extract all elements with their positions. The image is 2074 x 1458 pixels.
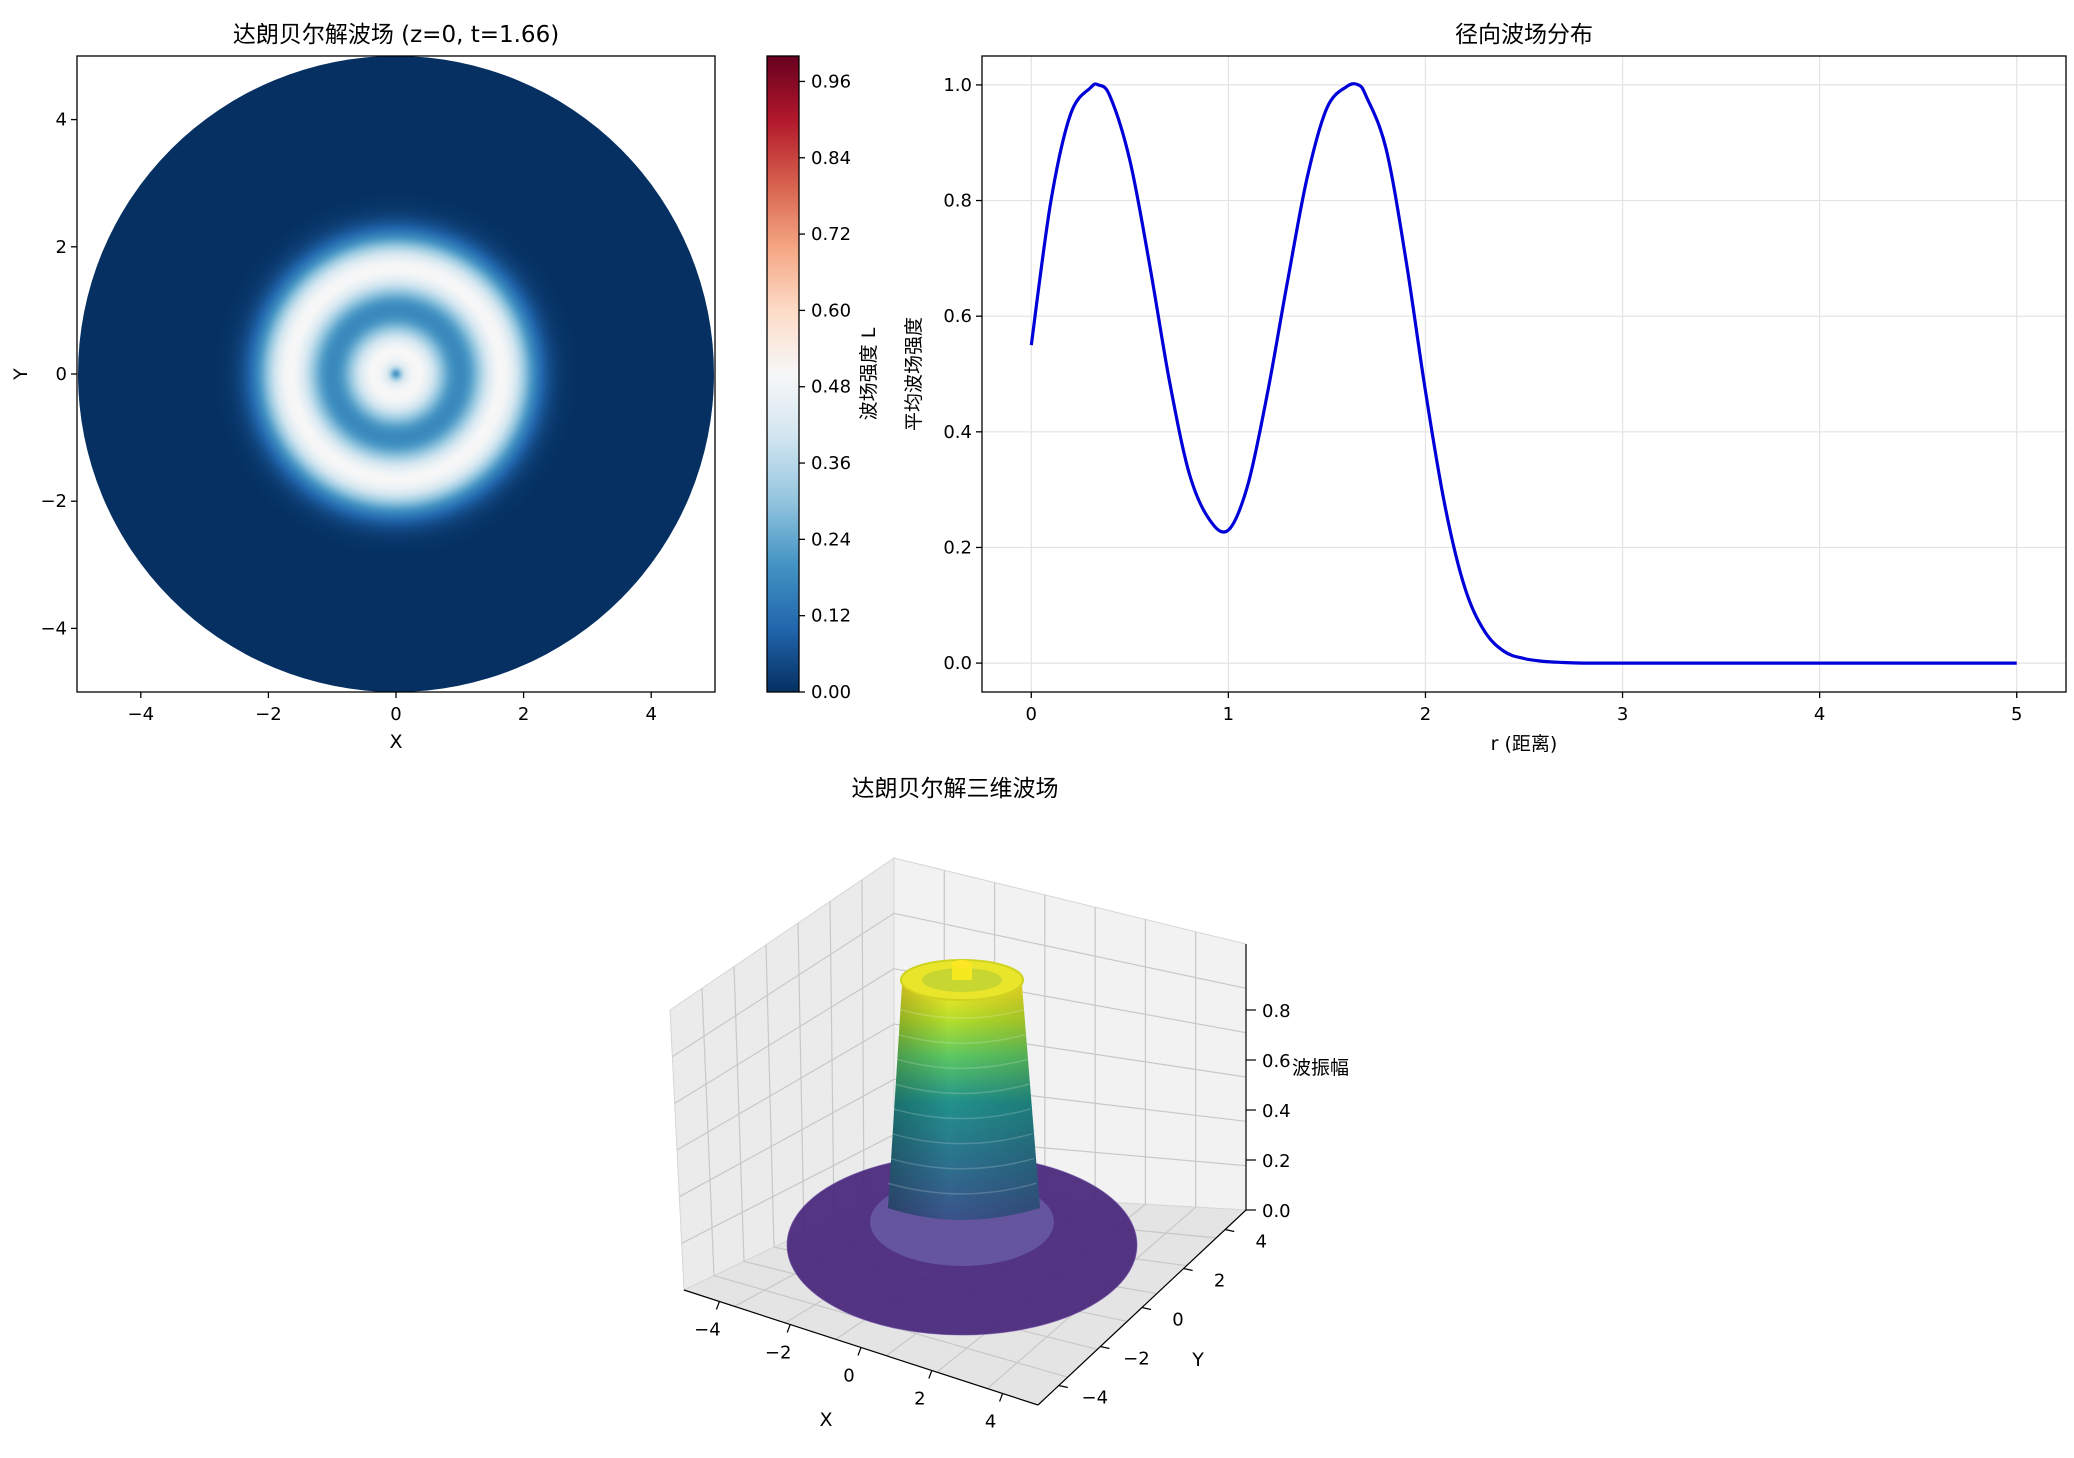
line-x-tick-label: 1 bbox=[1223, 704, 1234, 725]
heatmap-x-label: X bbox=[389, 731, 402, 753]
line-y-tick-label: 0.0 bbox=[943, 653, 972, 674]
line-y-tick-label: 0.6 bbox=[943, 306, 972, 327]
line-series-mean-intensity bbox=[1029, 82, 2017, 665]
colorbar-frame bbox=[766, 55, 800, 693]
heatmap-y-tick-label: −4 bbox=[40, 618, 67, 639]
surface-x-label: X bbox=[819, 1409, 832, 1431]
line-y-tick-label: 0.2 bbox=[943, 537, 972, 558]
line-axes-frame bbox=[981, 55, 2067, 693]
surface-base-disk bbox=[787, 1155, 1137, 1335]
heatmap-x-tick-label: −2 bbox=[255, 704, 282, 725]
heatmap-x-tick-label: 2 bbox=[518, 704, 529, 725]
line-x-tick-label: 5 bbox=[2011, 704, 2022, 725]
line-title: 径向波场分布 bbox=[1455, 22, 1593, 48]
heatmap-y-tick-label: 2 bbox=[56, 237, 67, 258]
surface-x-tick-label: 4 bbox=[985, 1412, 996, 1433]
surface-x-tick-label: 2 bbox=[914, 1389, 925, 1410]
surface-y-tick-label: −4 bbox=[1082, 1388, 1109, 1409]
colorbar-ticks: 0.00 0.12 0.24 0.36 0.48 0.60 0.72 0.84 0.96 bbox=[799, 71, 851, 703]
line-x-tick-label: 0 bbox=[1026, 704, 1037, 725]
line-x-tick-label: 3 bbox=[1617, 704, 1628, 725]
line-y-ticks: 0.0 0.2 0.4 0.6 0.8 1.0 bbox=[943, 75, 982, 674]
surface-y-axis-line bbox=[1037, 1209, 1247, 1406]
surface-z-tick-label: 0.8 bbox=[1262, 1001, 1291, 1022]
colorbar-tick-label: 0.84 bbox=[811, 148, 851, 169]
heatmap-y-label: Y bbox=[10, 368, 32, 381]
colorbar-tick-label: 0.48 bbox=[811, 377, 851, 398]
colorbar-tick-label: 0.12 bbox=[811, 606, 851, 627]
line-y-tick-label: 1.0 bbox=[943, 75, 972, 96]
heatmap-x-tick-label: −4 bbox=[128, 704, 155, 725]
wavefield-disk bbox=[78, 56, 714, 692]
heatmap-y-ticks: −4 −2 0 2 4 bbox=[40, 110, 77, 639]
line-y-tick-label: 0.8 bbox=[943, 191, 972, 212]
colorbar: 0.00 0.12 0.24 0.36 0.48 0.60 0.72 0.84 0.96 波场强… bbox=[766, 55, 880, 703]
surface-z-tick-label: 0.6 bbox=[1262, 1051, 1291, 1072]
surface-title: 达朗贝尔解三维波场 bbox=[852, 776, 1059, 802]
surface-z-label: 波振幅 bbox=[1292, 1057, 1349, 1079]
heatmap-title: 达朗贝尔解波场 (z=0, t=1.66) bbox=[233, 22, 559, 48]
surface-z-tick-label: 0.4 bbox=[1262, 1101, 1291, 1122]
colorbar-tick-label: 0.72 bbox=[811, 224, 851, 245]
line-x-tick-label: 2 bbox=[1420, 704, 1431, 725]
surface-y-tick-label: 0 bbox=[1172, 1310, 1183, 1331]
surface-y-tick-label: −2 bbox=[1123, 1349, 1150, 1370]
heatmap-y-tick-label: 0 bbox=[56, 364, 67, 385]
line-y-label: 平均波场强度 bbox=[903, 317, 925, 431]
line-x-label: r (距离) bbox=[1491, 733, 1558, 755]
line-y-tick-label: 0.4 bbox=[943, 422, 972, 443]
surface-bands bbox=[887, 1009, 1037, 1195]
colorbar-tick-label: 0.00 bbox=[811, 682, 851, 703]
line-grid bbox=[982, 56, 2066, 692]
heatmap-x-tick-label: 0 bbox=[390, 704, 401, 725]
surface-y-label: Y bbox=[1191, 1349, 1204, 1371]
line-x-tick-label: 4 bbox=[1814, 704, 1825, 725]
line-x-ticks: 0 1 2 3 4 5 bbox=[1026, 692, 2022, 725]
surface-z-tick-label: 0.0 bbox=[1262, 1201, 1291, 1222]
colorbar-tick-label: 0.60 bbox=[811, 300, 851, 321]
colorbar-tick-label: 0.24 bbox=[811, 529, 851, 550]
surface-x-axis-line bbox=[683, 1289, 1039, 1406]
surface-x-tick-label: −4 bbox=[694, 1320, 721, 1341]
surface-ticks: 0.0 0.2 0.4 0.6 0.8 −4 −2 0 2 4 −4 −2 0 2 4 bbox=[694, 1001, 1291, 1433]
colorbar-bar bbox=[767, 56, 799, 692]
colorbar-tick-label: 0.36 bbox=[811, 453, 851, 474]
surface-peak-cap bbox=[952, 960, 972, 968]
heatmap-y-tick-label: −2 bbox=[40, 491, 67, 512]
surface-3d-panel: 达朗贝尔解三维波场 0.00.20.40.60.8−4−2024−4−2024 … bbox=[669, 776, 1349, 1433]
heatmap-x-ticks: −4 −2 0 2 4 bbox=[128, 692, 657, 725]
surface-y-tick-label: 2 bbox=[1214, 1271, 1225, 1292]
surface-x-tick-label: 0 bbox=[843, 1366, 854, 1387]
surface-tower-shading bbox=[888, 985, 1040, 1220]
surface-z-tick-label: 0.2 bbox=[1262, 1151, 1291, 1172]
colorbar-tick-label: 0.96 bbox=[811, 71, 851, 92]
surface-y-tick-label: 4 bbox=[1255, 1232, 1266, 1253]
heatmap-y-tick-label: 4 bbox=[56, 110, 67, 131]
colorbar-label: 波场强度 L bbox=[858, 327, 880, 420]
surface-center-peak bbox=[952, 964, 972, 980]
surface-x-tick-label: −2 bbox=[765, 1343, 792, 1364]
heatmap-x-tick-label: 4 bbox=[645, 704, 656, 725]
